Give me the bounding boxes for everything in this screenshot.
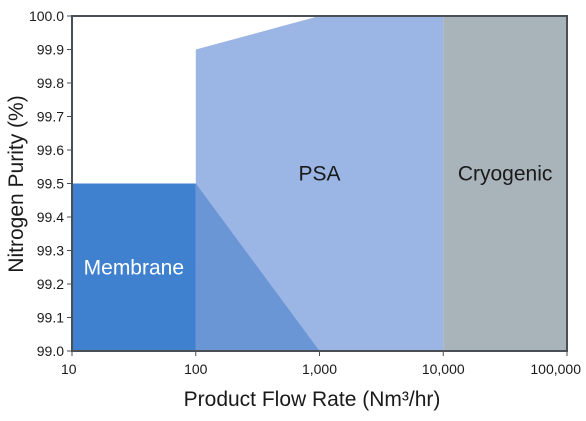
y-tick-label: 99.7 xyxy=(37,109,64,125)
y-tick-label: 100.0 xyxy=(29,8,64,24)
region-labels: PSA Membrane Cryogenic xyxy=(84,162,553,279)
x-tick-label: 100 xyxy=(184,361,208,377)
y-tick-label: 99.9 xyxy=(37,42,64,58)
x-tick-label: 100,000 xyxy=(530,361,581,377)
y-tick-label: 99.1 xyxy=(37,310,64,326)
y-tick-label: 99.0 xyxy=(37,343,64,359)
x-tick-label: 10 xyxy=(61,361,77,377)
y-tick-label: 99.2 xyxy=(37,276,64,292)
region-membrane xyxy=(72,183,196,351)
y-tick-label: 99.5 xyxy=(37,176,64,192)
y-tick-label: 99.6 xyxy=(37,142,64,158)
region-psa xyxy=(195,16,444,351)
y-tick-label: 99.3 xyxy=(37,243,64,259)
x-tick-label: 10,000 xyxy=(422,361,465,377)
chart-regions xyxy=(72,16,567,351)
region-label-membrane: Membrane xyxy=(84,256,184,279)
region-label-cryogenic: Cryogenic xyxy=(458,162,553,185)
y-axis-ticks: 99.0 99.1 99.2 99.3 99.4 99.5 99.6 99.7 99.8 99.9… xyxy=(29,8,72,359)
x-axis-ticks: 10 100 1,000 10,000 100,000 xyxy=(61,351,581,377)
region-label-psa: PSA xyxy=(298,162,340,185)
y-tick-label: 99.8 xyxy=(37,75,64,91)
x-tick-label: 1,000 xyxy=(302,361,337,377)
region-overlap xyxy=(195,183,320,351)
y-axis-title: Nitrogen Purity (%) xyxy=(5,95,28,272)
region-cryogenic xyxy=(443,16,567,351)
x-axis-title: Product Flow Rate (Nm³/hr) xyxy=(184,388,441,411)
y-tick-label: 99.4 xyxy=(37,209,64,225)
